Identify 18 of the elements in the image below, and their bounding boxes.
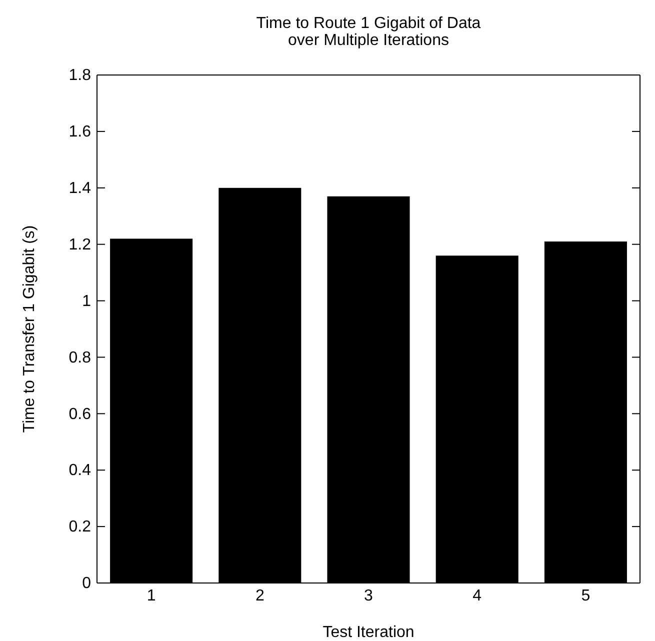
x-tick-label: 3 <box>364 587 374 604</box>
y-tick-label: 0.2 <box>68 518 92 536</box>
x-axis-title: Test Iteration <box>322 624 414 641</box>
y-tick-label: 0 <box>82 575 92 592</box>
y-tick-label: 0.4 <box>68 462 92 480</box>
x-tick-label: 1 <box>146 587 156 604</box>
x-tick-label: 5 <box>581 587 590 604</box>
y-tick-label: 1.2 <box>68 236 92 254</box>
y-tick-label: 1.6 <box>68 124 92 141</box>
x-tick-label: 2 <box>255 587 264 604</box>
y-tick-label: 1.4 <box>68 180 92 198</box>
y-axis-title: Time to Transfer 1 Gigabit (s) <box>21 225 38 433</box>
y-tick-label: 0.6 <box>68 406 92 423</box>
chart-title: Time to Route 1 Gigabit of Data over Multiple Iterations <box>256 15 481 49</box>
y-tick-label: 0.8 <box>68 349 92 366</box>
x-tick-label: 4 <box>472 587 482 604</box>
y-tick-label: 1.8 <box>68 67 92 84</box>
y-tick-label: 1 <box>82 292 92 310</box>
